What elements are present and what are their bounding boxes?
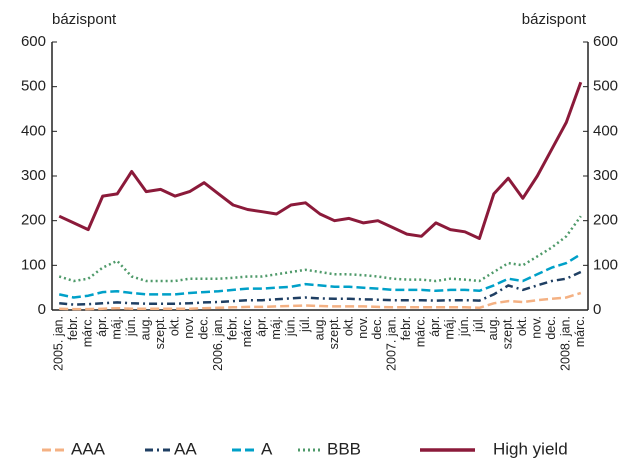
x-tick-label: szept. [501,316,515,349]
y-tick-label: 600 [21,33,46,50]
series-line [58,215,582,283]
series-line [59,270,582,306]
series-line [58,253,582,299]
x-tick-label: ápr. [428,316,442,337]
y-tick-label: 400 [21,122,46,139]
y2-tick-label: 600 [593,33,618,50]
x-tick-label: aug. [138,316,152,340]
x-tick-label: jún. [283,316,297,337]
y2-tick-label: 400 [593,122,618,139]
y-tick-label: 200 [21,212,46,229]
x-tick-label: dec. [370,316,384,340]
x-tick-label: okt. [515,316,529,336]
legend-label: BBB [327,439,361,458]
x-tick-label: febr. [399,316,413,340]
x-tick-label: 2005. jan. [52,316,66,371]
y2-tick-label: 300 [593,167,618,184]
x-tick-label: júl. [298,316,312,333]
legend-label: A [261,439,273,458]
x-tick-label: jún. [457,316,471,337]
x-tick-label: márc. [414,316,428,347]
y2-axis-label: bázispont [522,11,587,28]
x-tick-label: febr. [66,316,80,340]
x-tick-label: febr. [225,316,239,340]
y2-tick-label: 200 [593,212,618,229]
y-tick-label: 300 [21,167,46,184]
x-tick-label: márc. [573,316,587,347]
x-tick-label: jún. [124,316,138,337]
x-tick-label: ápr. [95,316,109,337]
x-tick-label: márc. [240,316,254,347]
y-axis-label: bázispont [52,11,117,28]
x-tick-label: 2007. jan. [385,316,399,371]
y2-tick-label: 0 [593,301,601,318]
x-tick-label: 2008. jan. [559,316,573,371]
x-tick-label: ápr. [254,316,268,337]
y-tick-label: 500 [21,78,46,95]
series-line [58,81,583,240]
x-tick-label: szept. [327,316,341,349]
legend-label: AAA [71,439,106,458]
x-tick-label: júl. [472,316,486,333]
x-tick-label: nov. [182,316,196,339]
x-tick-label: márc. [81,316,95,347]
series-line [59,291,582,311]
x-tick-label: szept. [153,316,167,349]
y-tick-label: 100 [21,256,46,273]
x-tick-label: aug. [312,316,326,340]
x-tick-label: máj. [109,316,123,340]
x-tick-label: máj. [269,316,283,340]
x-tick-label: nov. [356,316,370,339]
x-tick-label: dec. [196,316,210,340]
legend-label: High yield [493,439,568,458]
x-tick-label: dec. [544,316,558,340]
x-tick-label: okt. [341,316,355,336]
x-tick-label: nov. [530,316,544,339]
y2-tick-label: 100 [593,256,618,273]
y2-tick-label: 500 [593,78,618,95]
x-tick-label: okt. [167,316,181,336]
x-tick-label: 2006. jan. [211,316,225,371]
x-tick-label: aug. [486,316,500,340]
legend-label: AA [174,439,197,458]
x-tick-label: máj. [443,316,457,340]
y-tick-label: 0 [38,301,46,318]
